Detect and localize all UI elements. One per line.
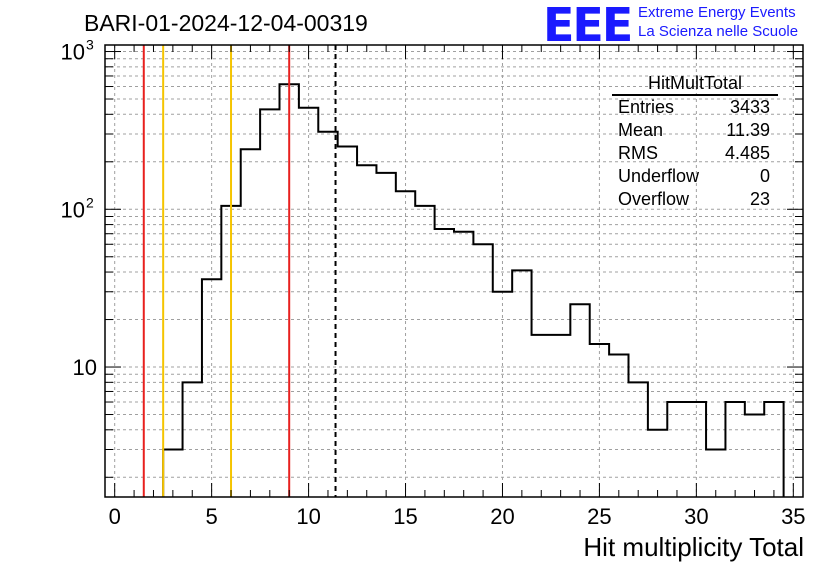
stats-row: Underflow 0 bbox=[612, 165, 778, 188]
x-tick-label: 30 bbox=[684, 504, 708, 529]
stats-row: Mean 11.39 bbox=[612, 119, 778, 142]
x-tick-label: 35 bbox=[781, 504, 805, 529]
stats-box: HitMultTotal Entries 3433 Mean 11.39 RMS 4.48… bbox=[612, 72, 778, 211]
histogram-bin bbox=[687, 402, 706, 497]
histogram-bin bbox=[667, 402, 686, 497]
histogram-bin bbox=[435, 229, 454, 497]
logo-caption-line2: La Scienza nelle Scuole bbox=[638, 23, 799, 40]
histogram-bin bbox=[706, 450, 725, 497]
eee-logo: EEE bbox=[543, 0, 633, 52]
x-tick-label: 15 bbox=[393, 504, 417, 529]
histogram-bin bbox=[570, 304, 589, 497]
y-tick-label: 10 bbox=[61, 197, 85, 222]
logo-caption-line1: Extreme Energy Events bbox=[638, 4, 796, 21]
histogram-bin bbox=[338, 147, 357, 497]
x-tick-label: 10 bbox=[296, 504, 320, 529]
histogram-bin bbox=[629, 382, 648, 497]
histogram-bin bbox=[532, 335, 551, 497]
stats-row: Overflow 23 bbox=[612, 188, 778, 211]
x-tick-label: 5 bbox=[206, 504, 218, 529]
histogram-bin bbox=[493, 292, 512, 497]
histogram-bin bbox=[299, 108, 318, 497]
y-tick-exponent: 2 bbox=[86, 194, 94, 210]
y-tick-exponent: 3 bbox=[86, 37, 94, 53]
stats-label: RMS bbox=[618, 143, 658, 163]
stats-row: Entries 3433 bbox=[612, 96, 778, 119]
histogram-bin bbox=[725, 402, 744, 497]
histogram-bin bbox=[609, 355, 628, 497]
stats-value: 3433 bbox=[729, 97, 770, 117]
stats-label: Entries bbox=[618, 97, 675, 117]
histogram-outline bbox=[162, 83, 785, 497]
stats-label: Overflow bbox=[618, 189, 690, 209]
x-tick-label: 0 bbox=[109, 504, 121, 529]
stats-value: 11.39 bbox=[726, 120, 770, 140]
histogram-bin bbox=[473, 244, 492, 497]
histogram-bin bbox=[590, 344, 609, 497]
histogram-bin bbox=[376, 173, 395, 497]
histogram-bin bbox=[454, 232, 473, 497]
histogram-bin bbox=[551, 335, 570, 497]
histogram-bin bbox=[183, 382, 202, 497]
run-title: BARI-01-2024-12-04-00319 bbox=[84, 10, 368, 36]
stats-value: 23 bbox=[749, 189, 770, 209]
y-tick-label: 10 bbox=[61, 40, 85, 65]
stats-rows: Entries 3433 Mean 11.39 RMS 4.485 Underflow 0 Ov… bbox=[612, 96, 778, 211]
x-axis-label: Hit multiplicity Total bbox=[583, 532, 804, 562]
y-tick-label: 10 bbox=[73, 355, 97, 380]
histogram-bin bbox=[648, 430, 667, 497]
histogram-bin bbox=[241, 149, 260, 497]
stats-value: 4.485 bbox=[724, 143, 770, 163]
x-tick-label: 20 bbox=[490, 504, 514, 529]
x-tick-label: 25 bbox=[587, 504, 611, 529]
stats-row: RMS 4.485 bbox=[612, 142, 778, 165]
histogram-bin bbox=[396, 191, 415, 497]
histogram-bin bbox=[163, 450, 182, 497]
stats-label: Mean bbox=[618, 120, 664, 140]
histogram-bin bbox=[512, 270, 531, 497]
histogram-bin bbox=[764, 402, 783, 497]
stats-value: 0 bbox=[759, 166, 770, 186]
plot-frame bbox=[104, 44, 804, 498]
histogram-bin bbox=[415, 206, 434, 497]
stats-title: HitMultTotal bbox=[612, 72, 778, 96]
histogram-bin bbox=[357, 165, 376, 497]
histogram-bin bbox=[745, 415, 764, 497]
histogram-bin bbox=[260, 109, 279, 497]
histogram-bin bbox=[202, 279, 221, 497]
logo-caption: Extreme Energy Events La Scienza nelle S… bbox=[638, 3, 798, 41]
stats-label: Underflow bbox=[618, 166, 700, 186]
